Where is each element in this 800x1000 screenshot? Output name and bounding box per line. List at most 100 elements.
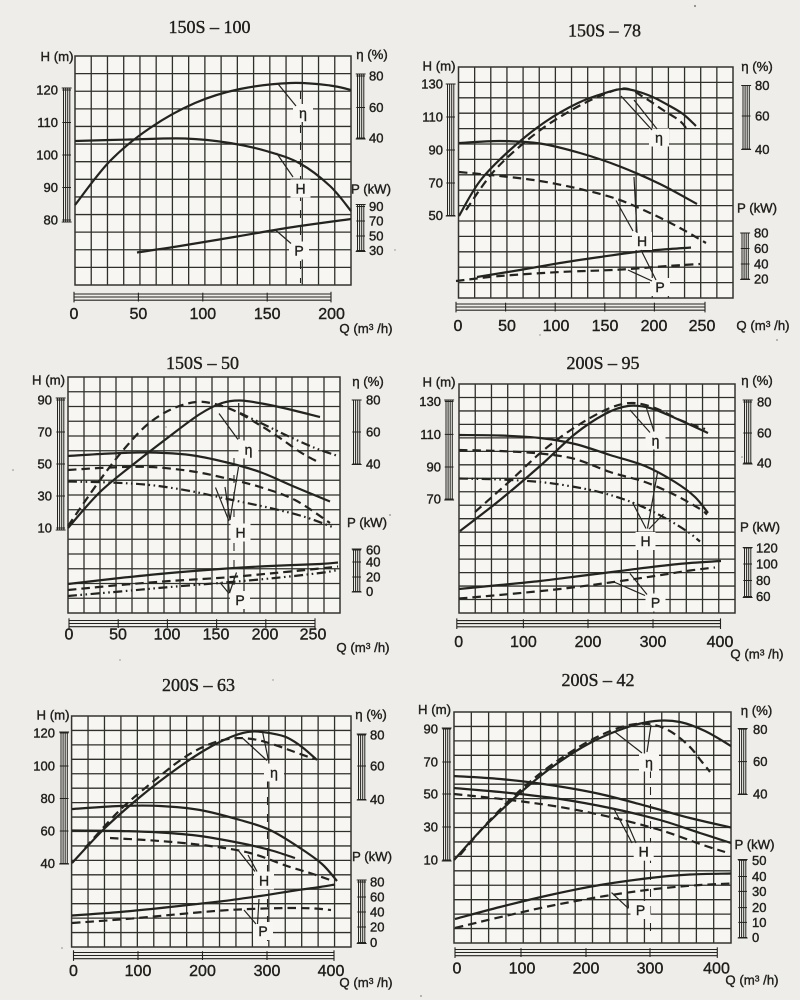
svg-text:40: 40: [369, 131, 383, 146]
svg-text:Q (m3 /h): Q (m3 /h): [339, 975, 392, 990]
svg-text:200S – 95: 200S – 95: [566, 353, 639, 373]
svg-text:50: 50: [109, 627, 127, 644]
svg-text:60: 60: [753, 754, 767, 769]
svg-text:120: 120: [33, 726, 55, 741]
svg-text:150S – 78: 150S – 78: [568, 21, 641, 41]
svg-text:70: 70: [424, 755, 438, 770]
svg-text:80: 80: [756, 573, 770, 588]
svg-text:100: 100: [510, 634, 537, 651]
svg-text:P: P: [294, 243, 303, 259]
svg-text:η (%): η (%): [741, 59, 773, 74]
svg-text:200S – 63: 200S – 63: [162, 675, 235, 695]
svg-text:80: 80: [753, 722, 767, 737]
svg-text:40: 40: [366, 457, 380, 472]
svg-text:70: 70: [369, 214, 383, 229]
svg-text:20: 20: [752, 900, 766, 915]
svg-text:Q (m3 /h): Q (m3 /h): [736, 318, 789, 333]
svg-text:10: 10: [752, 915, 766, 930]
svg-text:0: 0: [454, 318, 463, 335]
svg-text:80: 80: [366, 393, 380, 408]
svg-text:40: 40: [370, 905, 384, 920]
svg-text:40: 40: [755, 142, 769, 157]
svg-text:400: 400: [703, 961, 730, 978]
svg-text:H: H: [637, 233, 647, 249]
svg-text:80: 80: [41, 791, 55, 806]
svg-text:40: 40: [370, 792, 384, 807]
svg-text:η (%): η (%): [741, 703, 773, 718]
svg-text:200S – 42: 200S – 42: [561, 670, 634, 690]
svg-text:80: 80: [44, 213, 58, 228]
svg-text:90: 90: [427, 460, 441, 475]
svg-text:η: η: [299, 105, 307, 121]
svg-text:400: 400: [707, 634, 734, 651]
svg-text:P: P: [235, 592, 244, 608]
svg-text:40: 40: [753, 787, 767, 802]
svg-text:0: 0: [65, 627, 74, 644]
svg-text:60: 60: [754, 241, 768, 256]
svg-text:0: 0: [370, 935, 377, 950]
svg-text:H: H: [639, 844, 649, 860]
svg-text:300: 300: [254, 963, 281, 980]
svg-text:η (%): η (%): [741, 373, 773, 388]
svg-text:H (m): H (m): [423, 375, 456, 390]
svg-text:H (m): H (m): [37, 708, 70, 723]
svg-text:0: 0: [752, 930, 759, 945]
svg-text:H (m): H (m): [423, 59, 456, 74]
svg-text:60: 60: [369, 100, 383, 115]
svg-text:P (kW): P (kW): [352, 849, 392, 864]
svg-text:0: 0: [454, 634, 463, 651]
svg-text:η: η: [645, 755, 653, 771]
svg-text:40: 40: [366, 555, 380, 570]
svg-text:110: 110: [37, 115, 58, 130]
svg-text:0: 0: [366, 584, 373, 599]
svg-text:90: 90: [44, 180, 58, 195]
svg-text:Q (m3 /h): Q (m3 /h): [730, 647, 783, 662]
svg-text:300: 300: [637, 961, 664, 978]
svg-text:130: 130: [419, 394, 441, 409]
svg-text:η (%): η (%): [356, 47, 388, 62]
svg-text:200: 200: [252, 627, 279, 644]
svg-text:30: 30: [38, 489, 52, 504]
svg-text:70: 70: [429, 176, 443, 191]
svg-text:0: 0: [453, 961, 462, 978]
svg-text:60: 60: [755, 109, 769, 124]
svg-text:90: 90: [369, 199, 383, 214]
svg-text:80: 80: [370, 728, 384, 743]
svg-text:250: 250: [300, 627, 327, 644]
svg-text:30: 30: [752, 884, 766, 899]
svg-text:50: 50: [369, 229, 383, 244]
svg-text:70: 70: [38, 425, 52, 440]
svg-text:50: 50: [38, 457, 52, 472]
svg-text:100: 100: [33, 759, 55, 774]
svg-text:η: η: [270, 765, 278, 781]
svg-text:50: 50: [752, 853, 766, 868]
svg-text:150: 150: [592, 318, 619, 335]
svg-text:110: 110: [422, 110, 443, 125]
svg-text:30: 30: [424, 820, 438, 835]
svg-text:P (kW): P (kW): [734, 837, 774, 852]
svg-text:20: 20: [754, 272, 768, 287]
svg-text:50: 50: [130, 306, 148, 323]
svg-text:130: 130: [421, 77, 443, 92]
svg-text:H: H: [295, 181, 305, 197]
svg-text:80: 80: [369, 69, 383, 84]
svg-text:H: H: [259, 873, 269, 889]
svg-text:20: 20: [370, 920, 384, 935]
svg-text:10: 10: [424, 853, 438, 868]
svg-text:120: 120: [756, 541, 778, 556]
svg-text:P: P: [258, 923, 267, 939]
svg-text:120: 120: [36, 83, 58, 98]
svg-text:80: 80: [757, 395, 771, 410]
svg-text:300: 300: [640, 634, 667, 651]
svg-text:P (kW): P (kW): [347, 515, 387, 530]
svg-text:100: 100: [189, 306, 216, 323]
svg-text:P (kW): P (kW): [737, 201, 777, 216]
svg-text:50: 50: [424, 787, 438, 802]
svg-text:200: 200: [641, 318, 668, 335]
svg-text:Q (m3 /h): Q (m3 /h): [725, 973, 778, 988]
svg-text:η: η: [655, 130, 663, 146]
svg-text:80: 80: [755, 78, 769, 93]
svg-text:0: 0: [69, 963, 78, 980]
svg-text:10: 10: [38, 521, 52, 536]
svg-text:60: 60: [41, 824, 55, 839]
